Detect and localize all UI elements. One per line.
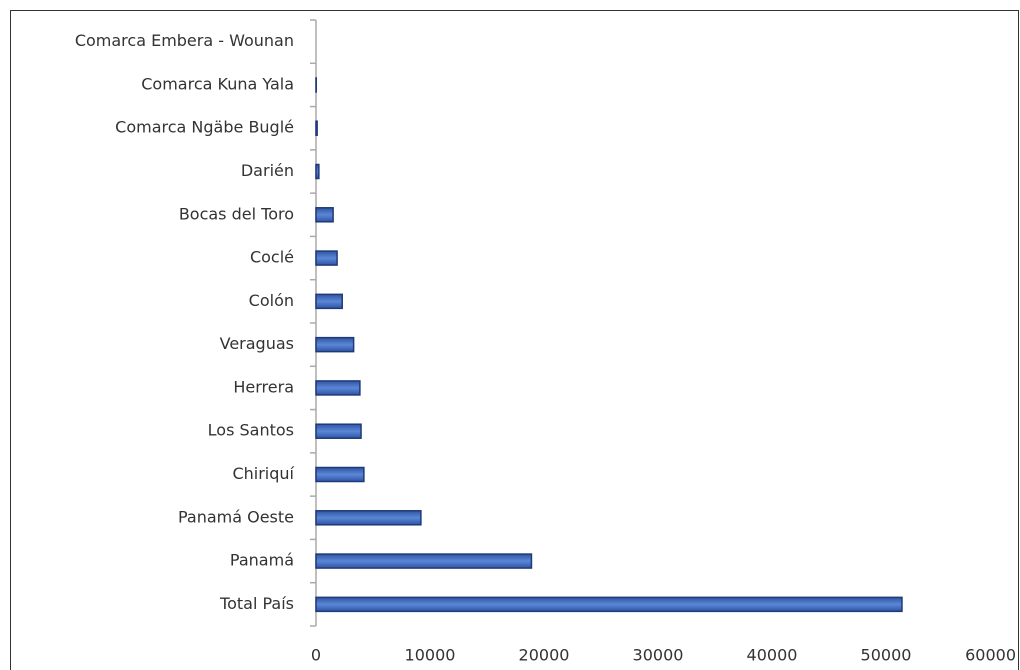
x-tick-label: 60000 (965, 646, 1016, 665)
x-tick-label: 40000 (747, 646, 798, 665)
bar (315, 553, 533, 569)
y-tick-label: Chiriquí (232, 464, 294, 483)
y-tick-label: Panamá (230, 551, 294, 570)
bar (315, 293, 343, 310)
bar (315, 596, 903, 613)
y-tick-label: Total País (219, 594, 294, 613)
y-tick-label: Comarca Ngäbe Buglé (115, 118, 294, 137)
y-tick-label: Coclé (250, 248, 294, 267)
y-tick-label: Veraguas (220, 334, 294, 353)
y-tick-label: Comarca Embera - Wounan (75, 31, 294, 50)
y-tick-label: Herrera (233, 377, 294, 396)
bar (315, 120, 318, 136)
bar (315, 466, 365, 483)
bar (315, 510, 422, 526)
frame (10, 10, 1019, 670)
bar (315, 336, 355, 353)
y-tick-label: Los Santos (208, 421, 294, 440)
y-tick-label: Darién (241, 161, 294, 180)
y-tick-label: Panamá Oeste (178, 507, 294, 526)
bar (315, 207, 334, 223)
x-tick-label: 20000 (519, 646, 570, 665)
bar (315, 423, 362, 439)
bar (315, 163, 320, 180)
bar (315, 380, 361, 396)
x-tick-label: 0 (311, 646, 321, 665)
y-tick-label: Comarca Kuna Yala (141, 74, 294, 93)
x-tick-label: 10000 (405, 646, 456, 665)
y-tick-label: Bocas del Toro (179, 204, 294, 223)
y-tick-label: Colón (249, 291, 294, 310)
bar (315, 250, 338, 266)
x-tick-label: 50000 (861, 646, 912, 665)
x-tick-label: 30000 (633, 646, 684, 665)
